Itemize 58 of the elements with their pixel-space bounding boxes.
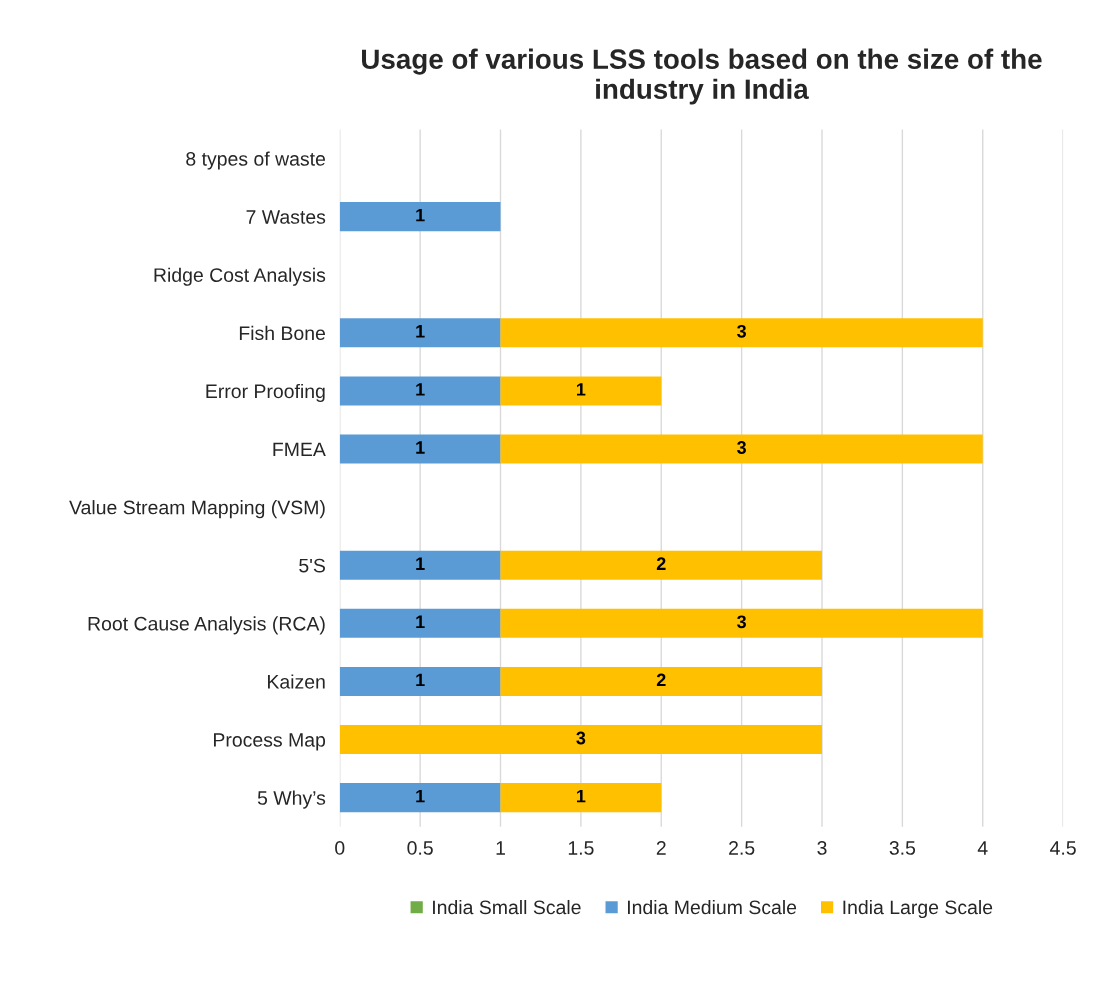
bar — [500, 608, 983, 638]
bar — [339, 783, 501, 813]
data-label: 1 — [416, 208, 425, 222]
bar — [500, 783, 662, 813]
legend-label: India Small Scale — [433, 899, 581, 915]
y-tick-label: Process Map — [214, 733, 326, 751]
data-label: 1 — [416, 383, 425, 396]
x-tick-label: 0 — [335, 841, 345, 855]
bar — [500, 376, 662, 406]
x-tick-label: 2.5 — [729, 841, 755, 855]
y-tick-label: Root Cause Analysis (RCA) — [88, 616, 325, 635]
bar — [339, 550, 501, 580]
y-tick-label: 8 types of waste — [186, 151, 326, 170]
data-label: 1 — [416, 441, 425, 454]
data-label: 3 — [576, 731, 586, 745]
data-label: 1 — [416, 615, 425, 628]
y-tick-label: Kaizen — [268, 674, 325, 689]
data-label: 1 — [416, 673, 425, 687]
y-tick-label: Fish Bone — [239, 325, 326, 341]
y-tick-label: 7 Wastes — [246, 210, 326, 224]
y-tick-label: Ridge Cost Analysis — [154, 267, 326, 286]
bar — [500, 434, 983, 464]
y-tick-label: 5'S — [299, 558, 325, 573]
x-tick-label: 2 — [656, 841, 666, 855]
data-label: 1 — [416, 557, 425, 570]
bar — [339, 434, 501, 464]
data-label: 1 — [577, 383, 586, 396]
data-label: 2 — [656, 557, 666, 570]
data-label: 2 — [656, 673, 666, 687]
x-tick-label: 3.5 — [889, 841, 916, 855]
x-tick-label: 4.5 — [1050, 841, 1076, 855]
x-tick-label: 0.5 — [407, 841, 433, 855]
bar — [339, 666, 501, 696]
y-tick-label: Error Proofing — [206, 383, 325, 403]
bar — [500, 666, 822, 696]
x-tick-label: 3 — [817, 841, 827, 855]
y-tick-label: Value Stream Mapping (VSM) — [69, 500, 325, 519]
bar — [339, 725, 822, 755]
bar — [500, 318, 983, 348]
legend-label: India Large Scale — [843, 899, 993, 919]
bar — [339, 608, 501, 638]
bar — [339, 318, 501, 348]
x-tick-label: 1.5 — [568, 841, 594, 855]
bar — [500, 550, 822, 580]
data-label: 3 — [737, 441, 746, 454]
y-tick-label: FMEA — [273, 442, 326, 457]
x-tick-label: 1 — [496, 841, 505, 855]
data-label: 3 — [737, 324, 746, 338]
y-tick-label: 5 Why’s — [257, 790, 326, 809]
data-label: 1 — [416, 325, 425, 338]
bar — [339, 202, 501, 232]
data-label: 1 — [416, 789, 425, 803]
chart-title: Usage of various LSS tools based on the size of the industry in India — [362, 48, 1042, 105]
data-label: 3 — [737, 615, 746, 629]
legend-label: India Medium Scale — [628, 899, 797, 915]
x-tick-label: 4 — [977, 841, 988, 855]
bar — [339, 376, 501, 406]
data-label: 1 — [577, 789, 586, 803]
